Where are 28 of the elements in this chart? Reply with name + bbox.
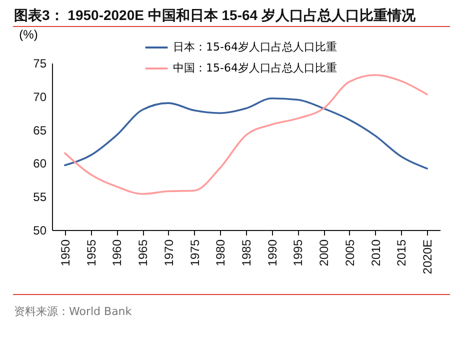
x-tick-label: 2005 xyxy=(342,239,357,266)
x-tick-label: 1980 xyxy=(214,239,228,266)
y-axis-title: (%) xyxy=(19,28,38,42)
x-tick-label: 2020E xyxy=(420,240,435,274)
text: 资料来源：World Bank xyxy=(14,304,132,319)
legend-label: 中国：15-64岁人口占总人口比重 xyxy=(173,62,337,74)
x-tick-label: 1975 xyxy=(188,239,202,266)
y-tick-label: 65 xyxy=(33,123,47,138)
x-tick-label: 1990 xyxy=(265,239,280,266)
x-tick-label: 2000 xyxy=(317,239,332,266)
legend-label: 日本：15-64岁人口占总人口比重 xyxy=(173,40,337,54)
y-tick-label: 50 xyxy=(33,224,47,238)
x-tick-label: 1955 xyxy=(84,239,98,266)
x-tick-label: 1970 xyxy=(162,239,176,266)
y-tick-label: 55 xyxy=(33,190,47,204)
x-tick-label: 1950 xyxy=(58,239,72,266)
line-series xyxy=(64,74,428,195)
x-tick-label: 1995 xyxy=(291,239,306,266)
line-series xyxy=(64,98,428,170)
x-tick-label: 2010 xyxy=(368,239,383,266)
y-tick-label: 60 xyxy=(33,156,47,171)
x-tick-label: 1965 xyxy=(136,239,150,266)
y-tick-label: 70 xyxy=(33,90,47,104)
x-tick-label: 1960 xyxy=(110,239,124,266)
x-tick-label: 1985 xyxy=(240,239,254,266)
chart-title: 图表3： 1950-2020E 中国和日本 15-64 岁人口占总人口比重情况 xyxy=(14,7,416,25)
y-tick-label: 75 xyxy=(33,56,47,70)
x-tick-label: 2015 xyxy=(394,239,409,266)
